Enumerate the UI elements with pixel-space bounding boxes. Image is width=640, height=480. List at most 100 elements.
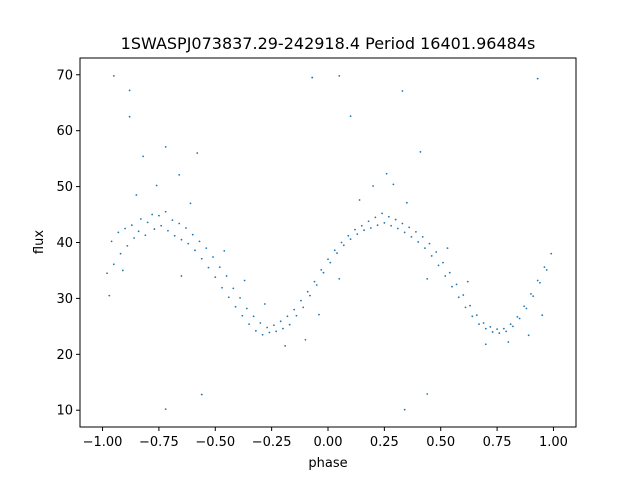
- data-point: [466, 280, 469, 283]
- data-point: [196, 152, 199, 154]
- data-point: [523, 305, 526, 308]
- data-point: [173, 234, 176, 237]
- data-point: [498, 332, 501, 334]
- data-point: [243, 279, 246, 282]
- data-point: [374, 216, 377, 219]
- y-tick-label: 70: [56, 68, 73, 83]
- data-point: [539, 281, 541, 284]
- data-point: [248, 323, 250, 326]
- y-tick-label: 50: [56, 180, 73, 195]
- data-point: [214, 276, 217, 279]
- data-point: [408, 226, 411, 229]
- data-point: [322, 271, 325, 274]
- data-point: [462, 294, 465, 296]
- data-point: [421, 236, 424, 238]
- data-point: [457, 296, 460, 299]
- data-point: [112, 74, 115, 77]
- data-point: [338, 74, 341, 77]
- data-point: [518, 317, 521, 320]
- data-point: [509, 323, 512, 326]
- x-tick-label: 0.25: [370, 435, 399, 450]
- data-point: [126, 244, 129, 247]
- y-tick-label: 10: [56, 404, 73, 419]
- x-tick-label: −1.00: [83, 435, 123, 450]
- data-point: [430, 255, 433, 257]
- data-point: [259, 322, 262, 324]
- data-point: [133, 237, 136, 239]
- data-point: [178, 222, 181, 225]
- data-point: [266, 326, 269, 329]
- data-point: [275, 330, 278, 333]
- data-point: [496, 328, 498, 331]
- data-point: [387, 215, 390, 218]
- data-point: [225, 275, 228, 277]
- data-point: [372, 185, 374, 187]
- data-point: [448, 271, 451, 274]
- data-point: [139, 218, 142, 220]
- data-point: [338, 277, 341, 280]
- data-point: [349, 115, 352, 118]
- data-point: [194, 249, 196, 252]
- data-point: [288, 323, 291, 326]
- data-point: [545, 268, 548, 271]
- data-point: [406, 201, 408, 204]
- data-point: [410, 236, 413, 238]
- data-point: [124, 227, 126, 230]
- y-tick-label: 20: [56, 348, 73, 363]
- data-point: [426, 277, 429, 280]
- data-point: [505, 330, 508, 333]
- data-point: [227, 296, 230, 299]
- data-point: [340, 241, 343, 244]
- data-point: [363, 229, 365, 232]
- data-point: [223, 249, 226, 252]
- data-point: [527, 334, 530, 337]
- data-point: [293, 308, 296, 311]
- data-point: [135, 194, 138, 196]
- data-point: [511, 325, 514, 328]
- data-point: [358, 199, 361, 201]
- data-point: [320, 268, 323, 271]
- data-point: [327, 258, 329, 261]
- data-point: [300, 299, 302, 302]
- data-point: [112, 263, 115, 266]
- data-point: [130, 224, 133, 227]
- data-point: [121, 269, 124, 272]
- data-point: [455, 283, 458, 286]
- data-point: [482, 322, 485, 324]
- data-point: [164, 210, 167, 213]
- data-point: [279, 320, 282, 323]
- data-point: [475, 314, 478, 317]
- data-point: [525, 307, 528, 310]
- x-tick-label: −0.75: [139, 435, 179, 450]
- data-point: [218, 266, 221, 268]
- data-point: [144, 234, 147, 237]
- data-point: [444, 275, 447, 277]
- x-tick-label: 0.50: [426, 435, 455, 450]
- x-tick-label: −0.50: [195, 435, 235, 450]
- data-point: [198, 240, 201, 243]
- data-point: [536, 77, 539, 80]
- data-point: [180, 238, 183, 241]
- plot-frame: [79, 57, 577, 428]
- data-point: [286, 315, 289, 318]
- data-point: [158, 214, 160, 217]
- data-point: [385, 172, 388, 175]
- data-point: [354, 228, 356, 231]
- data-point: [530, 293, 532, 295]
- x-tick-label: 1.00: [539, 435, 568, 450]
- data-point: [282, 327, 284, 330]
- data-point: [356, 233, 359, 236]
- data-point: [151, 213, 154, 216]
- data-point: [272, 324, 275, 327]
- data-point: [507, 341, 510, 343]
- data-point: [541, 314, 544, 317]
- data-point: [245, 307, 248, 310]
- data-point: [239, 296, 241, 299]
- data-point: [304, 338, 307, 341]
- data-point: [360, 224, 363, 227]
- data-point: [336, 252, 338, 255]
- data-point: [347, 234, 350, 237]
- data-point: [532, 295, 535, 298]
- data-point: [164, 145, 167, 148]
- data-point: [284, 345, 287, 347]
